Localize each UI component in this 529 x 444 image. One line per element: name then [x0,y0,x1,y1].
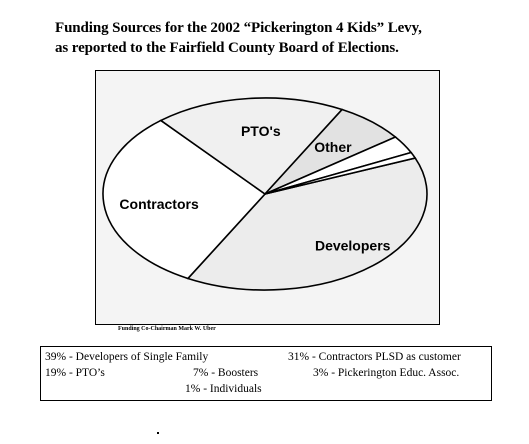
legend-item-contractors: 31% - Contractors PLSD as customer [288,351,461,363]
pie-label-contractors: Contractors [119,196,199,212]
legend-item-educ-assoc: 3% - Pickerington Educ. Assoc. [313,367,460,379]
pie-chart: Developers Contractors PTO's Other [102,97,428,291]
credit-line: Funding Co-Chairman Mark W. Uber [118,326,216,332]
legend-box: 39% - Developers of Single Family 31% - … [40,346,492,401]
pie-label-other: Other [314,139,352,155]
pie-slice-5 [264,151,417,195]
pie-label-ptos: PTO's [241,123,281,139]
title-line-1: Funding Sources for the 2002 “Pickeringt… [55,20,422,36]
pie-slice-contractors [102,119,267,280]
pie-slice-ptos [159,97,344,196]
legend-item-boosters: 7% - Boosters [193,367,259,379]
title-line-2: as reported to the Fairfield County Boar… [55,40,399,56]
pie-label-developers: Developers [315,238,391,254]
speck [157,432,159,434]
legend-item-individuals: 1% - Individuals [185,383,262,395]
legend-item-developers: 39% - Developers of Single Family [45,351,209,363]
legend-item-ptos: 19% - PTO’s [45,367,105,379]
pie-slice-developers [186,157,428,291]
chart-title: Funding Sources for the 2002 “Pickeringt… [55,18,515,58]
